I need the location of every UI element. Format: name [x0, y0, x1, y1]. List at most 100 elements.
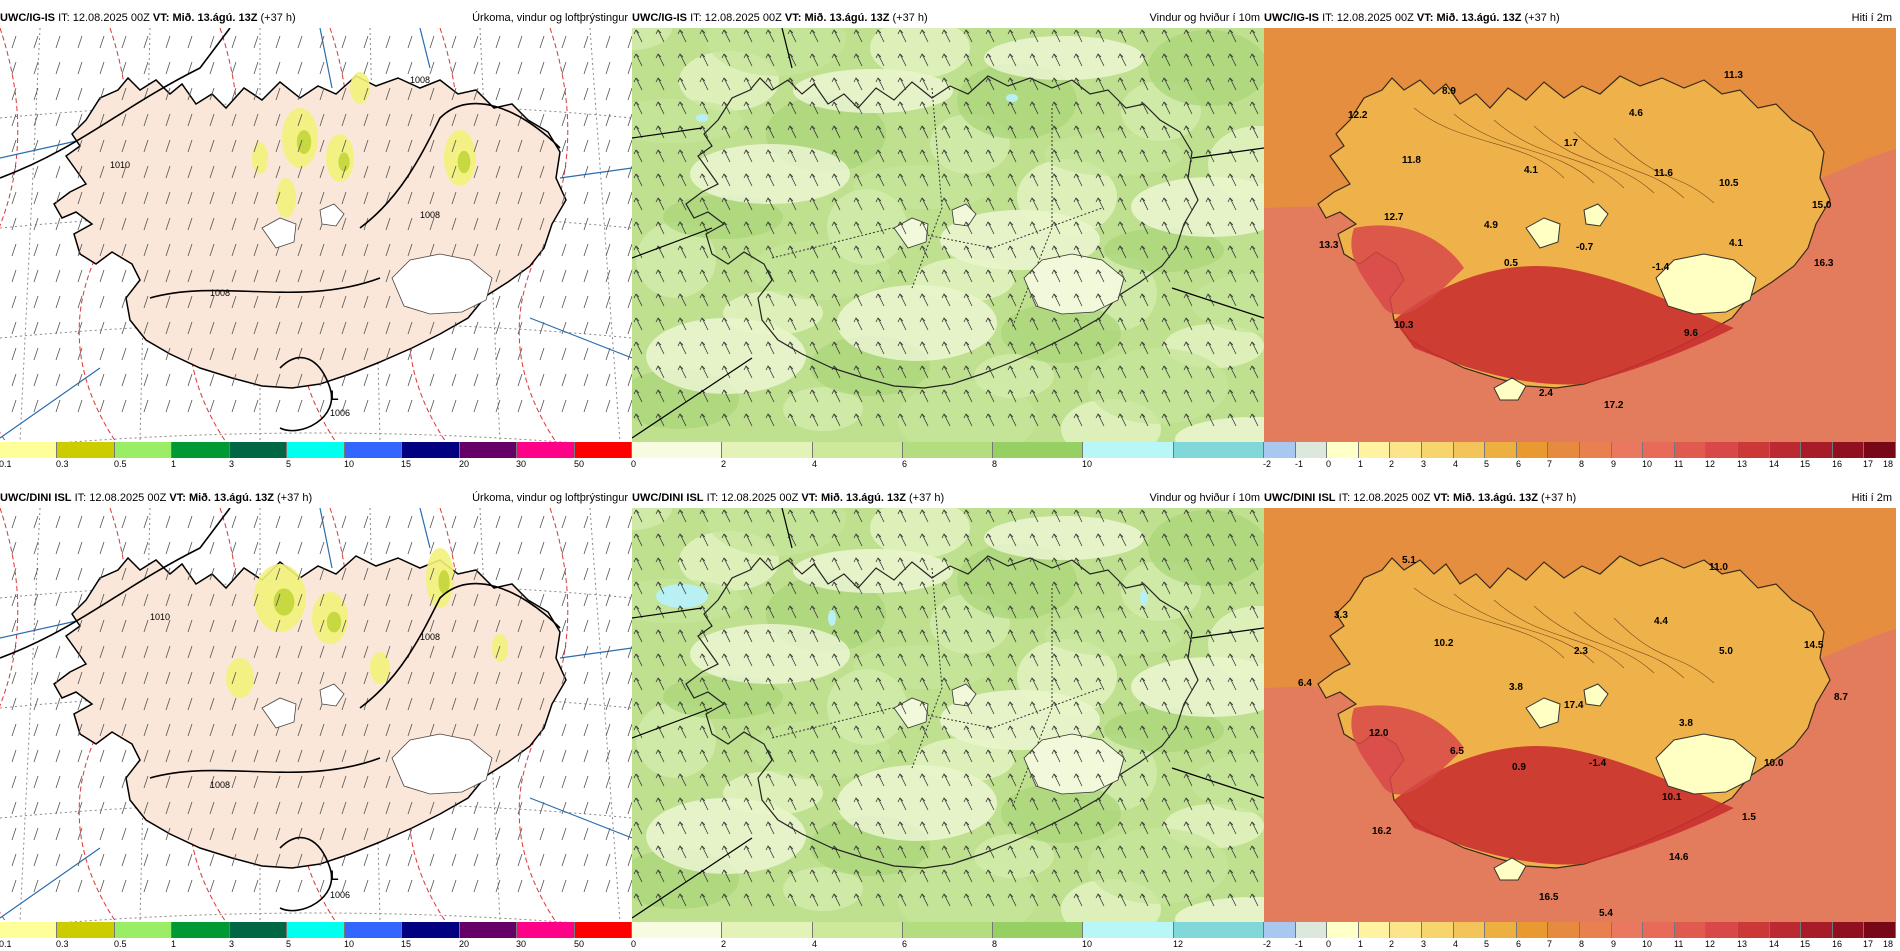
wind-barb — [231, 321, 237, 335]
wind-arrow — [1251, 53, 1259, 67]
wind-barb — [451, 567, 457, 581]
wind-arrow — [701, 653, 709, 667]
wind-barb — [297, 619, 303, 633]
wind-barb — [583, 35, 589, 49]
wind-arrow — [679, 221, 687, 235]
colorbar-tick-label: 1 — [171, 939, 177, 949]
wind-barb — [561, 87, 567, 101]
wind-arrow-head — [1249, 389, 1256, 395]
wind-arrow — [789, 773, 797, 787]
wind-barb — [209, 853, 215, 867]
wind-arrow — [1031, 101, 1039, 115]
wind-barb — [297, 567, 303, 581]
glacier-outline — [391, 253, 493, 315]
wind-arrow-head — [897, 605, 904, 611]
boundary-line — [319, 508, 333, 569]
wind-arrow-head — [985, 317, 992, 323]
wind-arrow-head — [1249, 845, 1256, 851]
wind-arrow-head — [1227, 869, 1234, 875]
wind-arrow-head — [1205, 845, 1212, 851]
wind-arrow — [1119, 749, 1127, 763]
wind-arrow-head — [963, 53, 970, 59]
wind-barb — [55, 619, 61, 633]
wind-arrow — [1075, 149, 1083, 163]
wind-barb — [495, 191, 501, 205]
wind-arrow-head — [897, 197, 904, 203]
wind-barb — [55, 853, 61, 867]
wind-arrow — [1207, 869, 1215, 883]
wind-arrow — [811, 845, 819, 859]
vt-value: Mið. 13.ágú. 13Z — [188, 492, 274, 504]
wind-arrow-head — [875, 869, 882, 875]
wind-arrow-head — [1117, 245, 1124, 251]
wind-barb — [429, 191, 435, 205]
wind-barb — [77, 373, 83, 387]
wind-arrow — [899, 533, 907, 547]
colorbar-tick-label: 10 — [1082, 459, 1093, 469]
wind-speed-area — [783, 387, 863, 431]
wind-barb — [55, 269, 61, 283]
wind-arrow-head — [1249, 317, 1256, 323]
wind-barb — [77, 749, 83, 763]
wind-arrow-head — [1029, 269, 1036, 275]
wind-barb — [55, 541, 61, 555]
wind-arrow-head — [853, 629, 860, 635]
wind-speed-area — [1208, 606, 1264, 682]
wind-arrow-head — [1095, 125, 1102, 131]
wind-arrow — [987, 605, 995, 619]
wind-arrow-head — [897, 317, 904, 323]
wind-arrow — [833, 509, 841, 523]
wind-barb — [473, 723, 479, 737]
wind-arrow — [657, 701, 665, 715]
wind-arrow — [745, 173, 753, 187]
wind-arrow — [1229, 245, 1237, 259]
wind-barb — [561, 879, 567, 893]
wind-barb — [473, 593, 479, 607]
wind-barb — [473, 541, 479, 555]
wind-barb — [209, 515, 215, 529]
wind-arrow — [657, 845, 665, 859]
wind-barb — [11, 243, 17, 257]
wind-barb — [429, 165, 435, 179]
colorbar-tick-label: -1 — [1295, 939, 1304, 949]
wind-arrow-head — [809, 749, 816, 755]
wind-arrow-head — [963, 389, 970, 395]
wind-arrow-head — [831, 581, 838, 587]
wind-arrow-head — [985, 101, 992, 107]
wind-arrow — [701, 29, 709, 43]
wind-barb — [231, 671, 237, 685]
colorbar-tick-label: 0.5 — [114, 939, 127, 949]
map-boundary-lines — [632, 508, 1264, 919]
wind-barb — [11, 593, 17, 607]
contour — [1573, 611, 1685, 679]
wind-arrow-head — [853, 413, 860, 419]
wind-arrow — [1141, 29, 1149, 43]
wind-arrow — [1185, 725, 1193, 739]
wind-barb — [165, 165, 171, 179]
wind-barb — [253, 879, 259, 893]
wind-arrow — [701, 773, 709, 787]
wind-arrow — [1185, 677, 1193, 691]
wind-arrow-head — [1073, 509, 1080, 515]
colorbar-tick-label: 7 — [1547, 939, 1553, 949]
wind-barb — [473, 515, 479, 529]
wind-arrow — [1075, 317, 1083, 331]
wind-barb — [583, 853, 589, 867]
wind-arrow-head — [919, 53, 926, 59]
wind-arrow — [1141, 893, 1149, 907]
wind-arrow-head — [1183, 653, 1190, 659]
wind-arrow — [1009, 317, 1017, 331]
wind-arrow — [745, 293, 753, 307]
wind-barb — [187, 347, 193, 361]
wind-arrow-head — [1249, 749, 1256, 755]
wind-arrow — [987, 749, 995, 763]
wind-arrow — [767, 749, 775, 763]
colorbar-swatch — [1737, 922, 1770, 938]
wind-barb — [517, 541, 523, 555]
meridian-line — [19, 508, 41, 922]
wind-arrow-head — [1007, 101, 1014, 107]
wind-arrow-head — [1007, 677, 1014, 683]
wind-arrow — [1229, 173, 1237, 187]
wind-barb — [143, 87, 149, 101]
wind-barb — [363, 775, 369, 789]
